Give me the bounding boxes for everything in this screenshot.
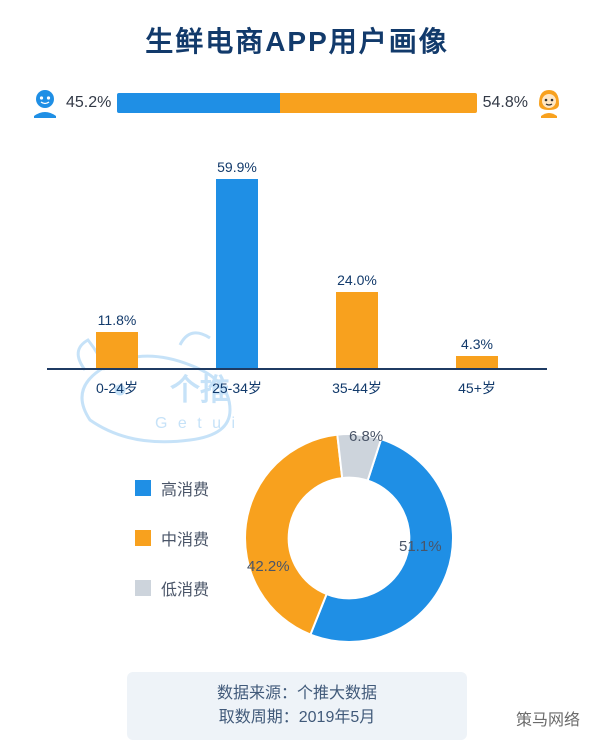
- age-bar: [96, 332, 138, 370]
- female-icon: [534, 88, 564, 118]
- legend-swatch: [135, 480, 151, 496]
- legend-item: 中消费: [135, 526, 209, 550]
- donut-slice-label: 42.2%: [247, 558, 290, 575]
- age-col: 24.0%: [297, 159, 417, 370]
- spend-donut: 51.1% 42.2% 6.8%: [239, 428, 459, 648]
- age-value-label: 11.8%: [98, 312, 137, 328]
- age-category-label: 25-34岁: [177, 378, 297, 398]
- legend-item: 低消费: [135, 576, 209, 600]
- donut-slice-label: 51.1%: [399, 538, 442, 555]
- age-bar-chart: 11.8% 59.9% 24.0% 4.3% 0-24岁25-34岁35-44岁45+…: [57, 158, 537, 398]
- age-value-label: 24.0%: [337, 272, 377, 288]
- age-category-label: 45+岁: [417, 378, 537, 398]
- spend-legend: 高消费中消费低消费: [135, 476, 209, 600]
- age-col: 11.8%: [57, 159, 177, 370]
- age-col: 4.3%: [417, 159, 537, 370]
- legend-label: 中消费: [161, 526, 209, 550]
- period-line: 取数周期：2019年5月: [145, 706, 449, 730]
- female-pct: 54.8%: [483, 94, 528, 112]
- gender-bar: [117, 93, 476, 113]
- source-line: 数据来源：个推大数据: [145, 682, 449, 706]
- male-pct: 45.2%: [66, 94, 111, 112]
- legend-label: 高消费: [161, 476, 209, 500]
- donut-slice-label: 6.8%: [349, 428, 383, 445]
- gender-seg-male: [117, 93, 279, 113]
- age-axis: [47, 368, 547, 370]
- male-icon: [30, 88, 60, 118]
- age-value-label: 59.9%: [217, 159, 257, 175]
- legend-item: 高消费: [135, 476, 209, 500]
- gender-distribution: 45.2% 54.8%: [30, 88, 564, 118]
- corner-watermark: 策马网络: [516, 706, 580, 730]
- age-bar: [216, 179, 258, 370]
- legend-swatch: [135, 580, 151, 596]
- spend-section: 高消费中消费低消费 51.1% 42.2% 6.8%: [30, 428, 564, 648]
- age-category-label: 0-24岁: [57, 378, 177, 398]
- page-title: 生鲜电商APP用户画像: [30, 20, 564, 60]
- page-root: 生鲜电商APP用户画像 个推 G e t u i 45.2% 54.8%: [0, 0, 594, 744]
- data-source-box: 数据来源：个推大数据 取数周期：2019年5月: [127, 672, 467, 740]
- age-bar: [336, 292, 378, 370]
- age-value-label: 4.3%: [461, 336, 493, 352]
- age-col: 59.9%: [177, 159, 297, 370]
- legend-label: 低消费: [161, 576, 209, 600]
- gender-seg-female: [280, 93, 477, 113]
- age-category-label: 35-44岁: [297, 378, 417, 398]
- legend-swatch: [135, 530, 151, 546]
